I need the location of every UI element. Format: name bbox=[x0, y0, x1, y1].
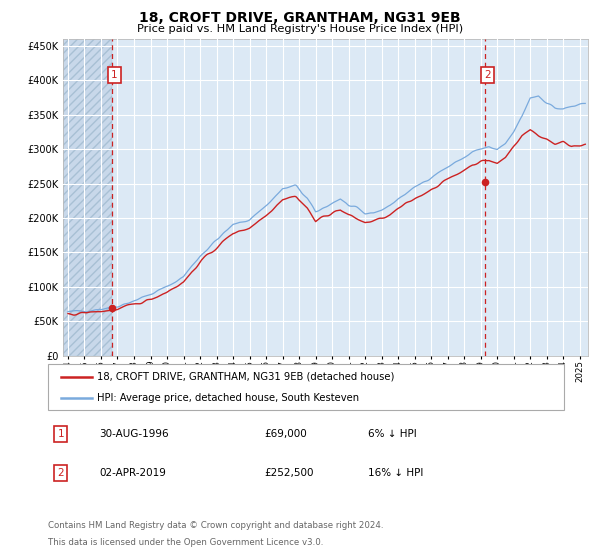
FancyBboxPatch shape bbox=[48, 364, 564, 410]
Text: 30-AUG-1996: 30-AUG-1996 bbox=[100, 429, 169, 439]
Text: £69,000: £69,000 bbox=[265, 429, 307, 439]
Text: 16% ↓ HPI: 16% ↓ HPI bbox=[368, 468, 423, 478]
Text: Contains HM Land Registry data © Crown copyright and database right 2024.: Contains HM Land Registry data © Crown c… bbox=[48, 521, 383, 530]
Text: 1: 1 bbox=[58, 429, 64, 439]
Text: 6% ↓ HPI: 6% ↓ HPI bbox=[368, 429, 416, 439]
Text: 1: 1 bbox=[111, 70, 118, 80]
Text: 02-APR-2019: 02-APR-2019 bbox=[100, 468, 166, 478]
Text: 2: 2 bbox=[484, 70, 491, 80]
Text: 18, CROFT DRIVE, GRANTHAM, NG31 9EB: 18, CROFT DRIVE, GRANTHAM, NG31 9EB bbox=[139, 11, 461, 25]
Text: Price paid vs. HM Land Registry's House Price Index (HPI): Price paid vs. HM Land Registry's House … bbox=[137, 24, 463, 34]
Text: 2: 2 bbox=[58, 468, 64, 478]
Text: £252,500: £252,500 bbox=[265, 468, 314, 478]
Text: 18, CROFT DRIVE, GRANTHAM, NG31 9EB (detached house): 18, CROFT DRIVE, GRANTHAM, NG31 9EB (det… bbox=[97, 372, 394, 382]
Text: HPI: Average price, detached house, South Kesteven: HPI: Average price, detached house, Sout… bbox=[97, 394, 359, 403]
Text: This data is licensed under the Open Government Licence v3.0.: This data is licensed under the Open Gov… bbox=[48, 538, 323, 547]
